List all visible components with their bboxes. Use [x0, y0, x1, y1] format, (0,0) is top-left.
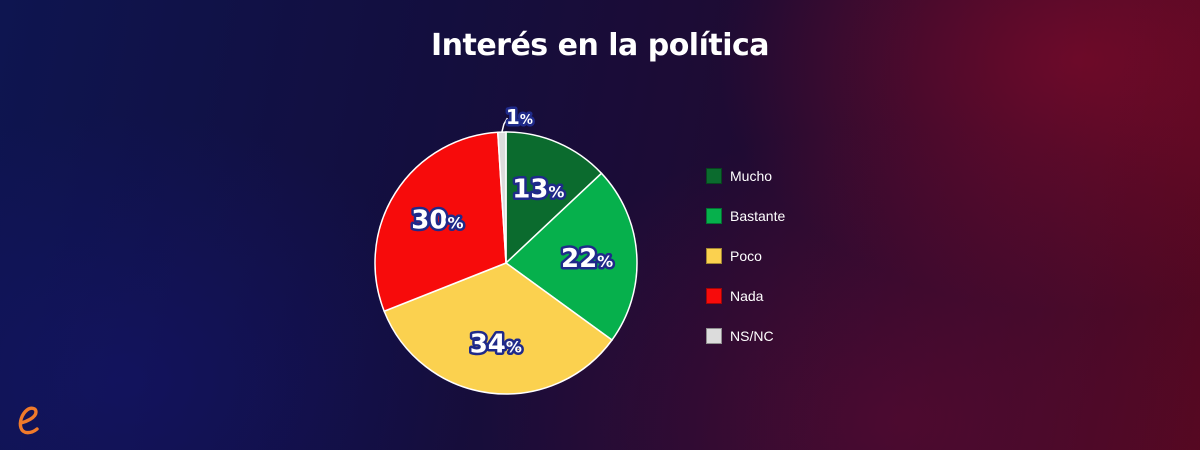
e-logo-icon	[18, 406, 39, 435]
slice-value-label-mucho: 13%	[512, 175, 564, 205]
legend-label-nsnc: NS/NC	[730, 328, 774, 344]
slice-value-label-bastante: 22%	[561, 244, 613, 274]
legend-swatch-bastante	[706, 208, 722, 224]
legend-label-poco: Poco	[730, 248, 762, 264]
legend-item-bastante: Bastante	[706, 206, 785, 226]
legend-swatch-nsnc	[706, 328, 722, 344]
pie-slices	[374, 131, 638, 395]
slice-value-label-nada: 30%	[411, 206, 463, 236]
leader-line-nsnc	[501, 117, 509, 133]
slice-value-label-poco: 34%	[470, 330, 522, 360]
pie-slice-nada	[374, 131, 507, 313]
legend-item-nsnc: NS/NC	[706, 326, 785, 346]
pie-slice-bastante	[504, 172, 638, 342]
legend-label-nada: Nada	[730, 288, 764, 304]
pie-slice-mucho	[505, 131, 603, 265]
slice-value-label-nsnc: 1%	[506, 105, 533, 129]
legend: Mucho Bastante Poco Nada NS/NC	[706, 166, 785, 366]
legend-swatch-poco	[706, 248, 722, 264]
legend-label-mucho: Mucho	[730, 168, 773, 184]
legend-swatch-nada	[706, 288, 722, 304]
chart-title: Interés en la política	[430, 28, 770, 63]
legend-item-nada: Nada	[706, 286, 785, 306]
legend-item-mucho: Mucho	[706, 166, 785, 186]
pie-slice-poco	[383, 262, 614, 395]
pie-labels: 13% 22% 34% 30% 1%	[409, 103, 616, 363]
legend-item-poco: Poco	[706, 246, 785, 266]
legend-label-bastante: Bastante	[730, 208, 786, 224]
legend-swatch-mucho	[706, 168, 722, 184]
